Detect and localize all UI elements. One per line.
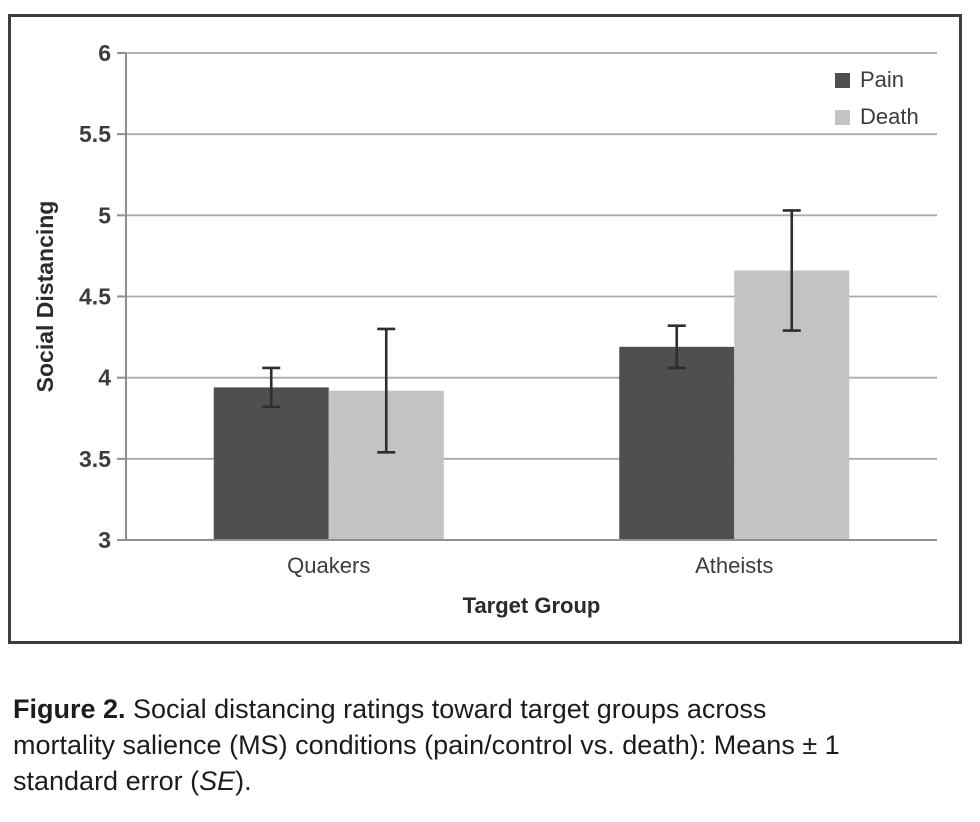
caption-line-2: mortality salience (MS) conditions (pain… bbox=[13, 730, 840, 760]
x-axis-title: Target Group bbox=[463, 593, 601, 618]
y-tick-label-4.5: 4.5 bbox=[79, 284, 111, 310]
y-tick-label-5: 5 bbox=[98, 202, 111, 228]
y-tick-label-6: 6 bbox=[98, 40, 111, 66]
error-bar-pain-quakers bbox=[262, 366, 281, 409]
bar-pain-atheists bbox=[619, 346, 735, 540]
y-tick-label-5.5: 5.5 bbox=[79, 121, 111, 147]
caption-line3-pre: standard error ( bbox=[13, 766, 200, 796]
caption-line3-post: ). bbox=[235, 766, 252, 796]
caption-line1-text: Social distancing ratings toward target … bbox=[125, 694, 767, 724]
legend-label-death: Death bbox=[860, 104, 919, 129]
legend-swatch-death bbox=[835, 110, 850, 125]
error-bar-death-atheists bbox=[782, 209, 801, 332]
caption-line-1: Figure 2. Social distancing ratings towa… bbox=[13, 691, 968, 727]
bar-pain-quakers bbox=[213, 387, 329, 540]
y-tick-label-3.5: 3.5 bbox=[79, 446, 111, 472]
x-category-label-atheists: Atheists bbox=[695, 553, 773, 578]
bar-chart: 3 3.5 4 4.5 5 5.5 6 Quakers Atheists Target Group… bbox=[32, 40, 937, 618]
caption-figure-label: Figure 2. bbox=[13, 694, 126, 724]
x-category-label-quakers: Quakers bbox=[287, 553, 370, 578]
caption-se-italic: SE bbox=[199, 766, 236, 796]
error-bar-death-quakers bbox=[377, 327, 396, 454]
y-tick-label-3: 3 bbox=[98, 527, 111, 553]
legend-label-pain: Pain bbox=[860, 67, 904, 92]
error-bar-pain-atheists bbox=[667, 324, 686, 370]
y-axis-title: Social Distancing bbox=[32, 201, 58, 393]
figure-caption: Figure 2. Social distancing ratings towa… bbox=[13, 691, 968, 799]
caption-line-3: standard error (SE). bbox=[13, 763, 968, 799]
y-tick-label-4: 4 bbox=[98, 365, 111, 391]
figure-2-panel: 3 3.5 4 4.5 5 5.5 6 Quakers Atheists Target Group… bbox=[8, 14, 962, 644]
legend-swatch-pain bbox=[835, 73, 850, 88]
